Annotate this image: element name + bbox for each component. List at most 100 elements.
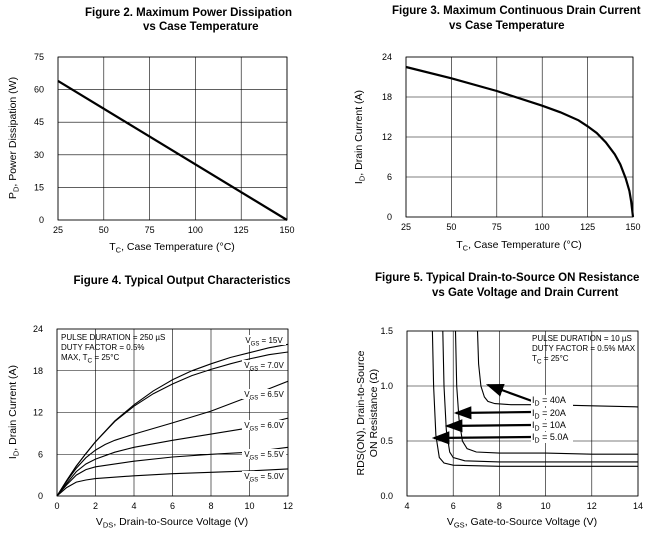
pointer-arrow: [444, 419, 533, 433]
pointer-arrow: [431, 431, 533, 445]
y-tick-label: 0: [387, 212, 392, 222]
x-tick-label: 12: [283, 501, 293, 511]
x-axis-label: TC, Case Temperature (°C): [109, 241, 235, 255]
x-tick-label: 0: [54, 501, 59, 511]
x-tick-label: 2: [93, 501, 98, 511]
y-tick-label: 30: [34, 150, 44, 160]
chart-title-line: Figure 5. Typical Drain-to-Source ON Res…: [375, 272, 639, 284]
y-axis-label-line: RDS(ON), Drain-to-Source: [355, 350, 367, 475]
series-line: [56, 417, 289, 497]
x-tick-label: 14: [633, 501, 643, 511]
series-line: [56, 380, 289, 497]
y-tick-label: 12: [33, 408, 43, 418]
series-label-bg: [242, 389, 286, 399]
x-tick-label: 150: [279, 225, 294, 235]
y-axis-label: ID, Drain Current (A): [7, 365, 21, 459]
y-tick-label: 6: [38, 449, 43, 459]
series-line: [454, 330, 638, 455]
x-tick-label: 50: [99, 225, 109, 235]
chart-note: MAX, TC = 25°C: [61, 353, 119, 365]
series-line: [56, 446, 289, 497]
series-label: ID = 10A: [532, 420, 566, 433]
pointer-arrow: [485, 383, 533, 403]
x-tick-label: 125: [234, 225, 249, 235]
series-label-bg: [242, 449, 286, 459]
y-tick-label: 24: [382, 52, 392, 62]
y-axis-label-line: ON Resistance (Ω): [368, 369, 380, 457]
y-tick-label: 0.5: [380, 436, 393, 446]
plot-frame: [56, 328, 289, 497]
series-label: VGS = 5.0V: [244, 472, 284, 484]
x-tick-label: 8: [497, 501, 502, 511]
x-tick-label: 25: [53, 225, 63, 235]
y-tick-label: 1.5: [380, 326, 393, 336]
x-tick-label: 75: [492, 222, 502, 232]
y-axis-label: PD, Power Dissipation (W): [7, 77, 21, 199]
y-tick-label: 6: [387, 172, 392, 182]
series-label: VGS = 6.5V: [244, 390, 284, 402]
chart-title-line: Figure 2. Maximum Power Dissipation: [85, 7, 292, 19]
series-line: [56, 468, 289, 497]
chart-title-line: vs Case Temperature: [143, 21, 258, 33]
chart-title-line: Figure 3. Maximum Continuous Drain Curre…: [392, 5, 641, 17]
x-tick-label: 25: [401, 222, 411, 232]
x-tick-label: 4: [404, 501, 409, 511]
series-label-bg: [242, 471, 286, 481]
x-tick-label: 8: [208, 501, 213, 511]
series-label: ID = 5.0A: [532, 432, 568, 445]
series-label-bg: [242, 360, 286, 370]
y-tick-label: 75: [34, 52, 44, 62]
y-tick-label: 24: [33, 324, 43, 334]
series-label: VGS = 5.5V: [244, 450, 284, 462]
x-tick-label: 10: [541, 501, 551, 511]
pointer-arrow: [453, 406, 533, 420]
chart-note: DUTY FACTOR = 0.5%: [61, 343, 145, 352]
x-axis-label: TC, Case Temperature (°C): [456, 239, 582, 253]
chart-fig3: Figure 3. Maximum Continuous Drain Curre…: [353, 5, 641, 253]
series-line: [431, 330, 638, 467]
y-tick-label: 15: [34, 182, 44, 192]
y-tick-label: 18: [382, 92, 392, 102]
series-label-bg: [531, 408, 573, 419]
y-tick-label: 60: [34, 85, 44, 95]
x-tick-label: 12: [587, 501, 597, 511]
chart-fig2: Figure 2. Maximum Power Dissipation vs Ca…: [7, 7, 295, 255]
y-tick-label: 0.0: [380, 491, 393, 501]
chart-title-line: vs Gate Voltage and Drain Current: [432, 287, 619, 299]
x-tick-label: 4: [131, 501, 136, 511]
plot-frame: [406, 330, 639, 497]
series-label: VGS = 15V: [245, 336, 283, 348]
y-axis-label: ID, Drain Current (A): [353, 90, 367, 184]
series-label-bg: [242, 420, 286, 430]
y-tick-label: 18: [33, 366, 43, 376]
series-label: ID = 20A: [532, 408, 566, 421]
chart-title-line: vs Case Temperature: [449, 20, 564, 32]
series-label-bg: [531, 420, 573, 431]
x-tick-label: 125: [580, 222, 595, 232]
series-label-bg: [531, 432, 573, 443]
x-tick-label: 100: [535, 222, 550, 232]
x-tick-label: 150: [625, 222, 640, 232]
plot-frame: [405, 56, 634, 218]
series-label: VGS = 7.0V: [244, 361, 284, 373]
series-label-bg: [531, 395, 573, 406]
series-line: [405, 65, 635, 218]
chart-note: PULSE DURATION = 250 µS: [61, 333, 165, 342]
x-tick-label: 100: [188, 225, 203, 235]
chart-note: DUTY FACTOR = 0.5% MAX: [532, 344, 636, 353]
series-line: [442, 330, 638, 463]
x-tick-label: 6: [451, 501, 456, 511]
chart-note: TC = 25°C: [532, 354, 569, 366]
chart-fig4: Figure 4. Typical Output Characteristics…: [7, 275, 293, 530]
y-tick-label: 45: [34, 117, 44, 127]
chart-note: PULSE DURATION = 10 µS: [532, 334, 632, 343]
plot-frame: [57, 56, 288, 221]
chart-title-line: Figure 4. Typical Output Characteristics: [73, 275, 290, 287]
y-tick-label: 1.0: [380, 381, 393, 391]
series-label: VGS = 6.0V: [244, 421, 284, 433]
y-tick-label: 0: [38, 491, 43, 501]
x-tick-label: 50: [446, 222, 456, 232]
x-tick-label: 10: [244, 501, 254, 511]
series-label: ID = 40A: [532, 395, 566, 408]
